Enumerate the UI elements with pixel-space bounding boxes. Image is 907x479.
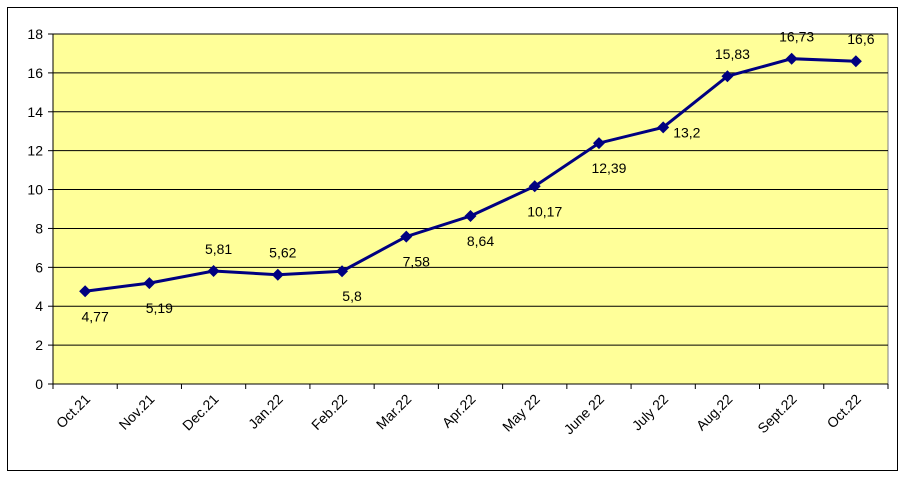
data-point-marker	[207, 265, 220, 278]
y-tick-label: 2	[35, 337, 43, 353]
y-axis: 0 2 4 6 8 10 12 14 16 18	[27, 26, 54, 392]
data-label: 10,17	[527, 203, 562, 219]
data-point-marker	[143, 277, 156, 290]
data-point-marker	[592, 137, 605, 150]
x-tick-label: Aug.22	[693, 391, 736, 434]
x-tick-label: July 22	[629, 391, 672, 434]
data-label: 13,2	[673, 124, 700, 140]
y-tick-label: 8	[35, 220, 43, 236]
plot-area	[52, 33, 889, 385]
y-tick-label: 0	[35, 376, 43, 392]
data-point-marker	[271, 268, 284, 281]
data-label: 5,8	[342, 288, 362, 304]
gridlines	[53, 33, 888, 346]
data-label: 7,58	[403, 254, 430, 270]
data-point-marker	[849, 55, 862, 68]
data-point-marker	[657, 121, 670, 134]
y-tick-label: 12	[27, 143, 43, 159]
x-tick-label: Apr.22	[439, 391, 479, 431]
x-tick-label: Nov.21	[116, 391, 158, 433]
data-label: 8,64	[467, 233, 494, 249]
y-tick-label: 4	[35, 298, 43, 314]
data-label: 15,83	[715, 46, 750, 62]
x-tick-label: Jan.22	[245, 391, 286, 432]
data-point-marker	[336, 265, 349, 278]
data-labels: 4,77 5,19 5,81 5,62 5,8 7,58 8,64 10,17 12,39 13,…	[81, 29, 874, 325]
data-point-marker	[785, 52, 798, 65]
y-tick-label: 10	[27, 182, 43, 198]
x-tick-label: Sept.22	[754, 391, 800, 437]
data-markers	[79, 52, 862, 298]
data-point-marker	[79, 285, 92, 298]
data-point-marker	[400, 230, 413, 243]
data-label: 5,62	[269, 245, 296, 261]
y-tick-label: 14	[27, 104, 43, 120]
x-tick-label: Dec.21	[179, 391, 222, 434]
x-tick-label: Mar.22	[373, 391, 415, 433]
x-tick-label: Oct.21	[53, 391, 94, 432]
data-label: 5,19	[146, 300, 173, 316]
y-tick-label: 6	[35, 259, 43, 275]
data-point-marker	[528, 180, 541, 193]
data-label: 12,39	[591, 160, 626, 176]
y-tick-label: 18	[27, 26, 43, 42]
data-label: 5,81	[205, 241, 232, 257]
x-tick-label: June 22	[561, 391, 608, 438]
x-tick-label: May 22	[499, 391, 543, 435]
x-tick-label: Oct.22	[824, 391, 865, 432]
data-point-marker	[464, 210, 477, 222]
data-label: 4,77	[81, 308, 108, 324]
x-tick-label: Feb.22	[308, 391, 350, 433]
data-label: 16,6	[847, 31, 874, 47]
x-axis: Oct.21 Nov.21 Dec.21 Jan.22 Feb.22 Mar.22 Apr.…	[52, 383, 889, 438]
y-tick-label: 16	[27, 65, 43, 81]
data-label: 16,73	[779, 29, 814, 45]
data-point-marker	[721, 70, 734, 83]
